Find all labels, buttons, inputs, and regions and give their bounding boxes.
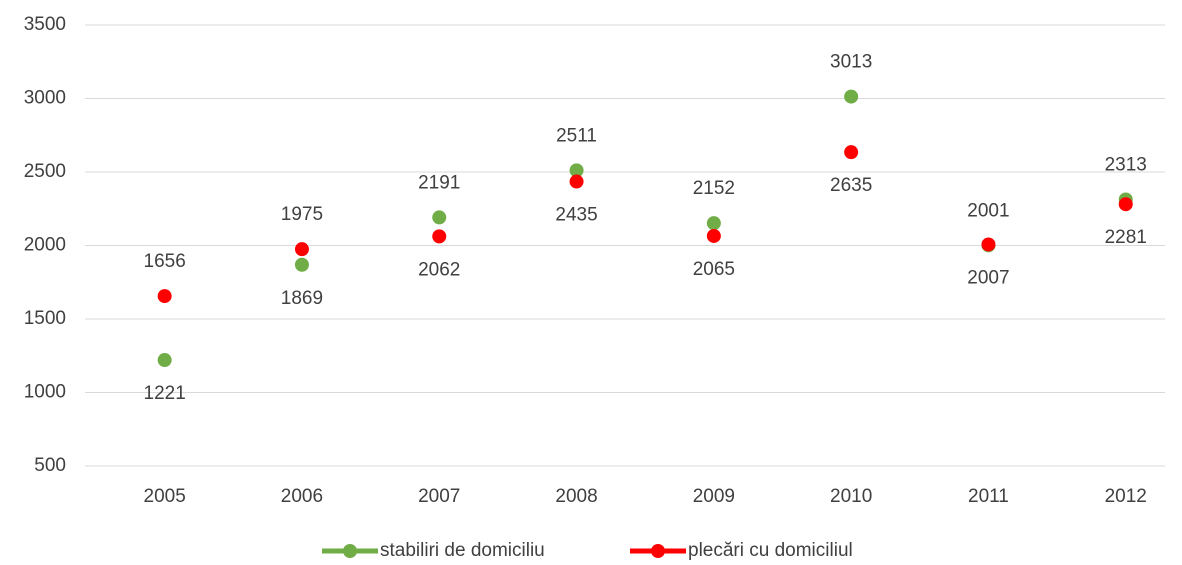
y-tick-label: 3500: [24, 14, 66, 35]
x-tick-label: 2007: [418, 486, 460, 507]
point: [157, 289, 172, 304]
y-tick-label: 2500: [24, 161, 66, 182]
legend-label: plecări cu domiciliul: [688, 540, 853, 561]
y-tick-label: 1500: [24, 308, 66, 329]
x-tick-label: 2006: [281, 486, 323, 507]
legend-marker: [343, 544, 357, 558]
data-label: 2191: [418, 172, 460, 193]
data-label: 1656: [144, 251, 186, 272]
point: [157, 353, 172, 368]
data-label: 1221: [144, 383, 186, 404]
data-label: 3013: [830, 52, 872, 73]
data-label: 2313: [1105, 155, 1147, 176]
x-tick-label: 2008: [555, 486, 597, 507]
point: [844, 145, 859, 160]
point: [706, 228, 721, 243]
y-tick-label: 3000: [24, 88, 66, 109]
data-label: 2635: [830, 175, 872, 196]
data-label: 2065: [693, 259, 735, 280]
x-tick-label: 2010: [830, 486, 872, 507]
x-tick-label: 2009: [693, 486, 735, 507]
point: [844, 89, 859, 104]
data-label: 2511: [556, 125, 597, 146]
data-label: 2281: [1105, 227, 1147, 248]
data-label: 2001: [967, 200, 1009, 221]
point: [706, 216, 721, 231]
data-label: 1869: [281, 288, 323, 309]
point: [569, 174, 584, 189]
y-tick-label: 1000: [24, 382, 66, 403]
data-label: 1975: [281, 204, 323, 225]
x-tick-label: 2011: [968, 486, 1009, 507]
point: [294, 242, 309, 257]
point: [981, 237, 996, 252]
point: [569, 163, 584, 178]
data-label: 2007: [967, 267, 1009, 288]
data-label: 2435: [555, 205, 597, 226]
x-tick-label: 2005: [144, 486, 186, 507]
x-tick-label: 2012: [1105, 486, 1147, 507]
legend-marker: [651, 544, 665, 558]
point: [1118, 197, 1133, 212]
y-tick-label: 2000: [24, 235, 66, 256]
data-label: 2152: [693, 178, 735, 199]
point: [294, 257, 309, 272]
data-label: 2062: [418, 259, 460, 280]
legend-label: stabiliri de domiciliu: [380, 540, 545, 561]
point: [432, 229, 447, 244]
point: [432, 210, 447, 225]
y-tick-label: 500: [34, 455, 66, 476]
